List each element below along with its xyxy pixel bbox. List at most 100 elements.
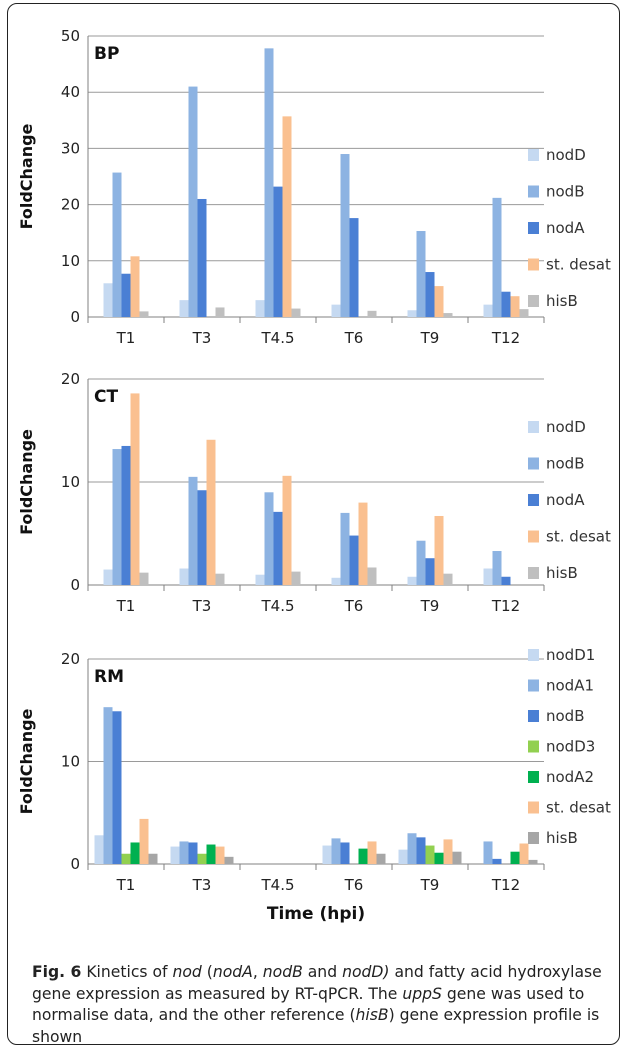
bar-hisb-T12: [519, 309, 529, 317]
legend-label: nodD: [546, 418, 586, 436]
legend-label: nodB: [546, 455, 585, 473]
bar-hisb-T3: [215, 307, 225, 317]
panel-label: RM: [94, 667, 124, 687]
bar-noda-T12: [501, 576, 511, 585]
x-axis-title: Time (hpi): [267, 904, 365, 924]
figure-frame: 0 10 20 30 40 50 T1 T3 T4.5 T6 T9 T12 BP FoldChange no…: [7, 3, 622, 1048]
bar-nodb-T3: [188, 86, 198, 317]
chart-panel-2: 0 10 20 T1 T3 T4.5 T6 T9 T12 RM FoldChange nodD1 nod…: [17, 646, 611, 924]
y-tick-label: 30: [61, 139, 80, 157]
bar-hisb-T3: [215, 573, 225, 585]
y-tick-label: 0: [70, 308, 80, 326]
bar-st-desat-T6: [358, 502, 368, 585]
legend-swatch: [528, 421, 539, 433]
legend-label: hisB: [546, 829, 578, 847]
legend-swatch: [528, 222, 539, 234]
caption-fig-label: Fig. 6: [32, 963, 82, 981]
chart-panel-0: 0 10 20 30 40 50 T1 T3 T4.5 T6 T9 T12 BP FoldChange no…: [17, 27, 611, 347]
x-category-label: T6: [344, 876, 364, 894]
figure-caption: Fig. 6 Kinetics of nod (nodA, nodB and n…: [32, 962, 622, 1048]
bar-hisb-T12: [528, 859, 538, 864]
bar-hisb-T1: [139, 572, 149, 585]
bar-st-desat-T12: [510, 296, 520, 317]
y-tick-label: 0: [70, 855, 80, 873]
bar-nodb-T3: [188, 842, 198, 864]
x-category-label: T4.5: [260, 597, 294, 615]
bar-nodd-T3: [179, 568, 189, 585]
x-category-label: T6: [344, 597, 364, 615]
legend-swatch: [528, 149, 539, 161]
bar-noda-T9: [425, 558, 435, 585]
x-category-label: T3: [192, 876, 212, 894]
legend-label: nodD3: [546, 738, 595, 756]
bar-noda2-T9: [434, 852, 444, 864]
bar-nodd1-T3: [170, 846, 180, 864]
bar-nodb-T12: [492, 858, 502, 864]
bar-nodd1-T9: [398, 849, 408, 864]
bar-nodd3-T9: [425, 845, 435, 864]
bar-noda1-T12: [483, 841, 493, 864]
y-tick-label: 40: [61, 83, 80, 101]
y-tick-label: 10: [61, 473, 80, 491]
x-category-label: T4.5: [260, 876, 294, 894]
bar-noda-T3: [197, 198, 207, 317]
legend-swatch: [528, 649, 539, 661]
bar-st-desat-T3: [206, 439, 216, 585]
legend-swatch: [528, 185, 539, 198]
y-tick-label: 50: [61, 27, 80, 45]
bar-noda1-T6: [331, 838, 341, 864]
chart-panel-1: 0 10 20 T1 T3 T4.5 T6 T9 T12 CT FoldChange nodD nodB…: [17, 370, 611, 615]
caption-italic: hisB: [355, 1006, 389, 1024]
bar-noda1-T3: [179, 841, 189, 864]
bar-nodb-T12: [492, 551, 502, 585]
bar-noda-T4.5: [273, 186, 283, 317]
x-category-label: T1: [116, 597, 136, 615]
bar-nodd3-T1: [121, 853, 131, 864]
bar-hisb-T9: [452, 851, 462, 864]
bar-nodb-T9: [416, 837, 426, 864]
caption-italic: nodA: [212, 963, 253, 981]
bar-nodd-T1: [103, 283, 113, 317]
caption-italic: nodD): [342, 963, 390, 981]
y-axis-title: FoldChange: [17, 429, 36, 535]
legend-label: nodD: [546, 146, 586, 164]
caption-text: ) gene expression profile is shown: [32, 1006, 600, 1046]
legend-label: nodB: [546, 183, 585, 201]
bar-noda2-T3: [206, 844, 216, 864]
legend-swatch: [528, 771, 539, 783]
bar-noda2-T6: [358, 848, 368, 864]
legend-swatch: [528, 457, 539, 470]
y-axis-title: FoldChange: [17, 123, 36, 229]
legend-label: hisB: [546, 564, 578, 582]
bar-noda-T3: [197, 490, 207, 585]
legend-label: hisB: [546, 292, 578, 310]
caption-italic: uppS: [402, 984, 442, 1003]
x-category-label: T4.5: [260, 329, 294, 347]
x-category-label: T3: [192, 597, 212, 615]
legend-swatch: [528, 494, 539, 506]
bar-hisb-T6: [367, 310, 377, 317]
bar-nodd-T12: [483, 568, 493, 585]
bar-noda1-T1: [103, 707, 113, 864]
caption-text: Kinetics of: [81, 963, 173, 981]
legend-label: nodA1: [546, 677, 594, 695]
chart-canvas: 0 10 20 30 40 50 T1 T3 T4.5 T6 T9 T12 BP FoldChange no…: [17, 27, 611, 924]
legend-swatch: [528, 710, 539, 722]
bar-noda-T6: [349, 535, 359, 585]
bar-st-desat-T9: [434, 515, 444, 585]
legend-swatch: [528, 567, 539, 579]
legend-label: st. desat: [546, 799, 611, 817]
bar-st-desat-T9: [434, 286, 444, 317]
bar-noda-T12: [501, 291, 511, 317]
legend-label: nodA: [546, 219, 585, 237]
y-tick-label: 20: [61, 370, 80, 388]
bar-nodb-T1: [112, 449, 122, 585]
legend-swatch: [528, 801, 539, 814]
bar-nodd-T1: [103, 569, 113, 585]
caption-italic: nodB: [262, 963, 303, 981]
y-tick-label: 0: [70, 576, 80, 594]
bar-hisb-T1: [139, 311, 149, 317]
bar-nodb-T9: [416, 231, 426, 317]
x-category-label: T9: [420, 329, 440, 347]
bar-nodd-T6: [331, 304, 341, 317]
